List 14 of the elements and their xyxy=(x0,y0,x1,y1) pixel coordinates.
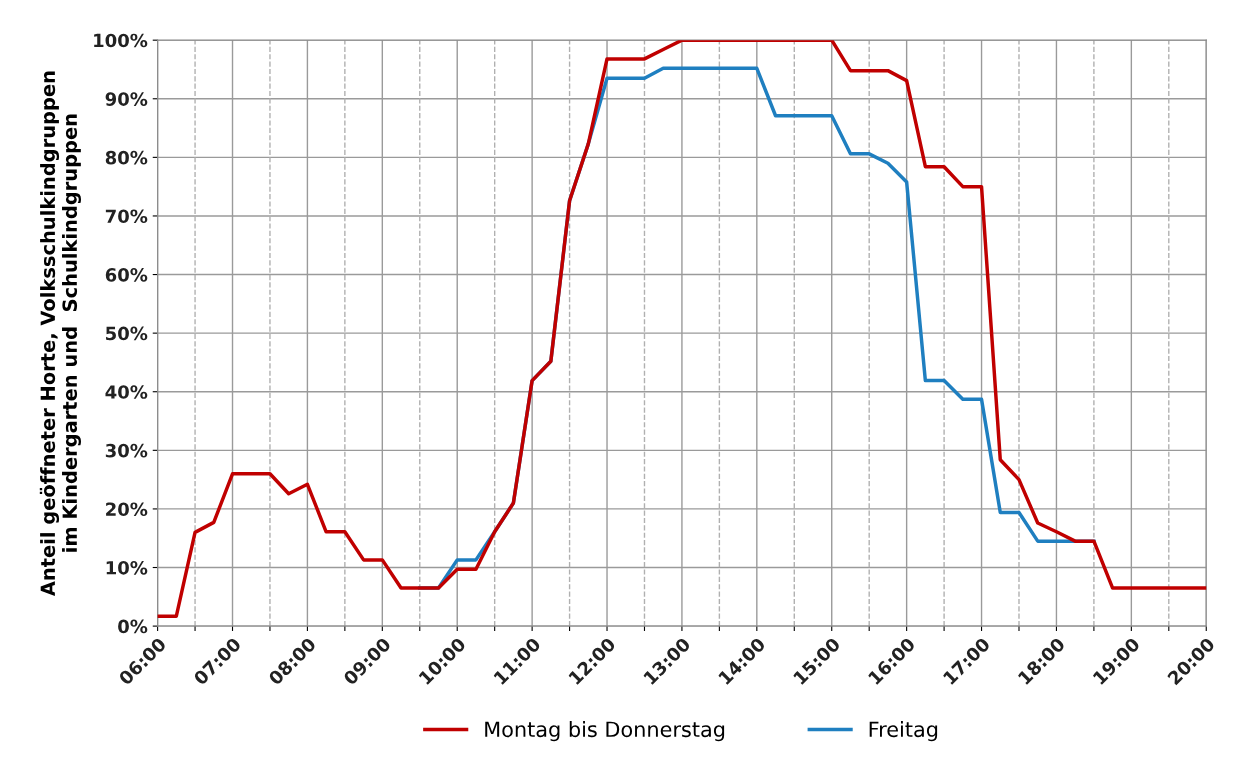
y-tick-label: 50% xyxy=(106,326,148,341)
y-tick-label: 30% xyxy=(105,443,148,458)
legend-label: Freitag xyxy=(869,721,938,742)
y-axis-title: Anteil geöffneter Horte, Volksschulkindgruppen im Kindergarten und Schulkindgruppen xyxy=(39,71,81,597)
y-tick-label: 0% xyxy=(118,619,148,634)
y-tick-label: 80% xyxy=(105,150,148,165)
legend-label: Montag bis Donnerstag xyxy=(485,721,725,742)
y-tick-label: 70% xyxy=(105,209,148,224)
y-tick-label: 20% xyxy=(106,502,148,517)
y-tick-label: 40% xyxy=(105,385,148,399)
y-tick-label: 10% xyxy=(106,560,148,575)
y-tick-label: 100% xyxy=(94,33,148,48)
y-tick-label: 60% xyxy=(105,268,148,282)
y-tick-label: 90% xyxy=(105,92,148,106)
